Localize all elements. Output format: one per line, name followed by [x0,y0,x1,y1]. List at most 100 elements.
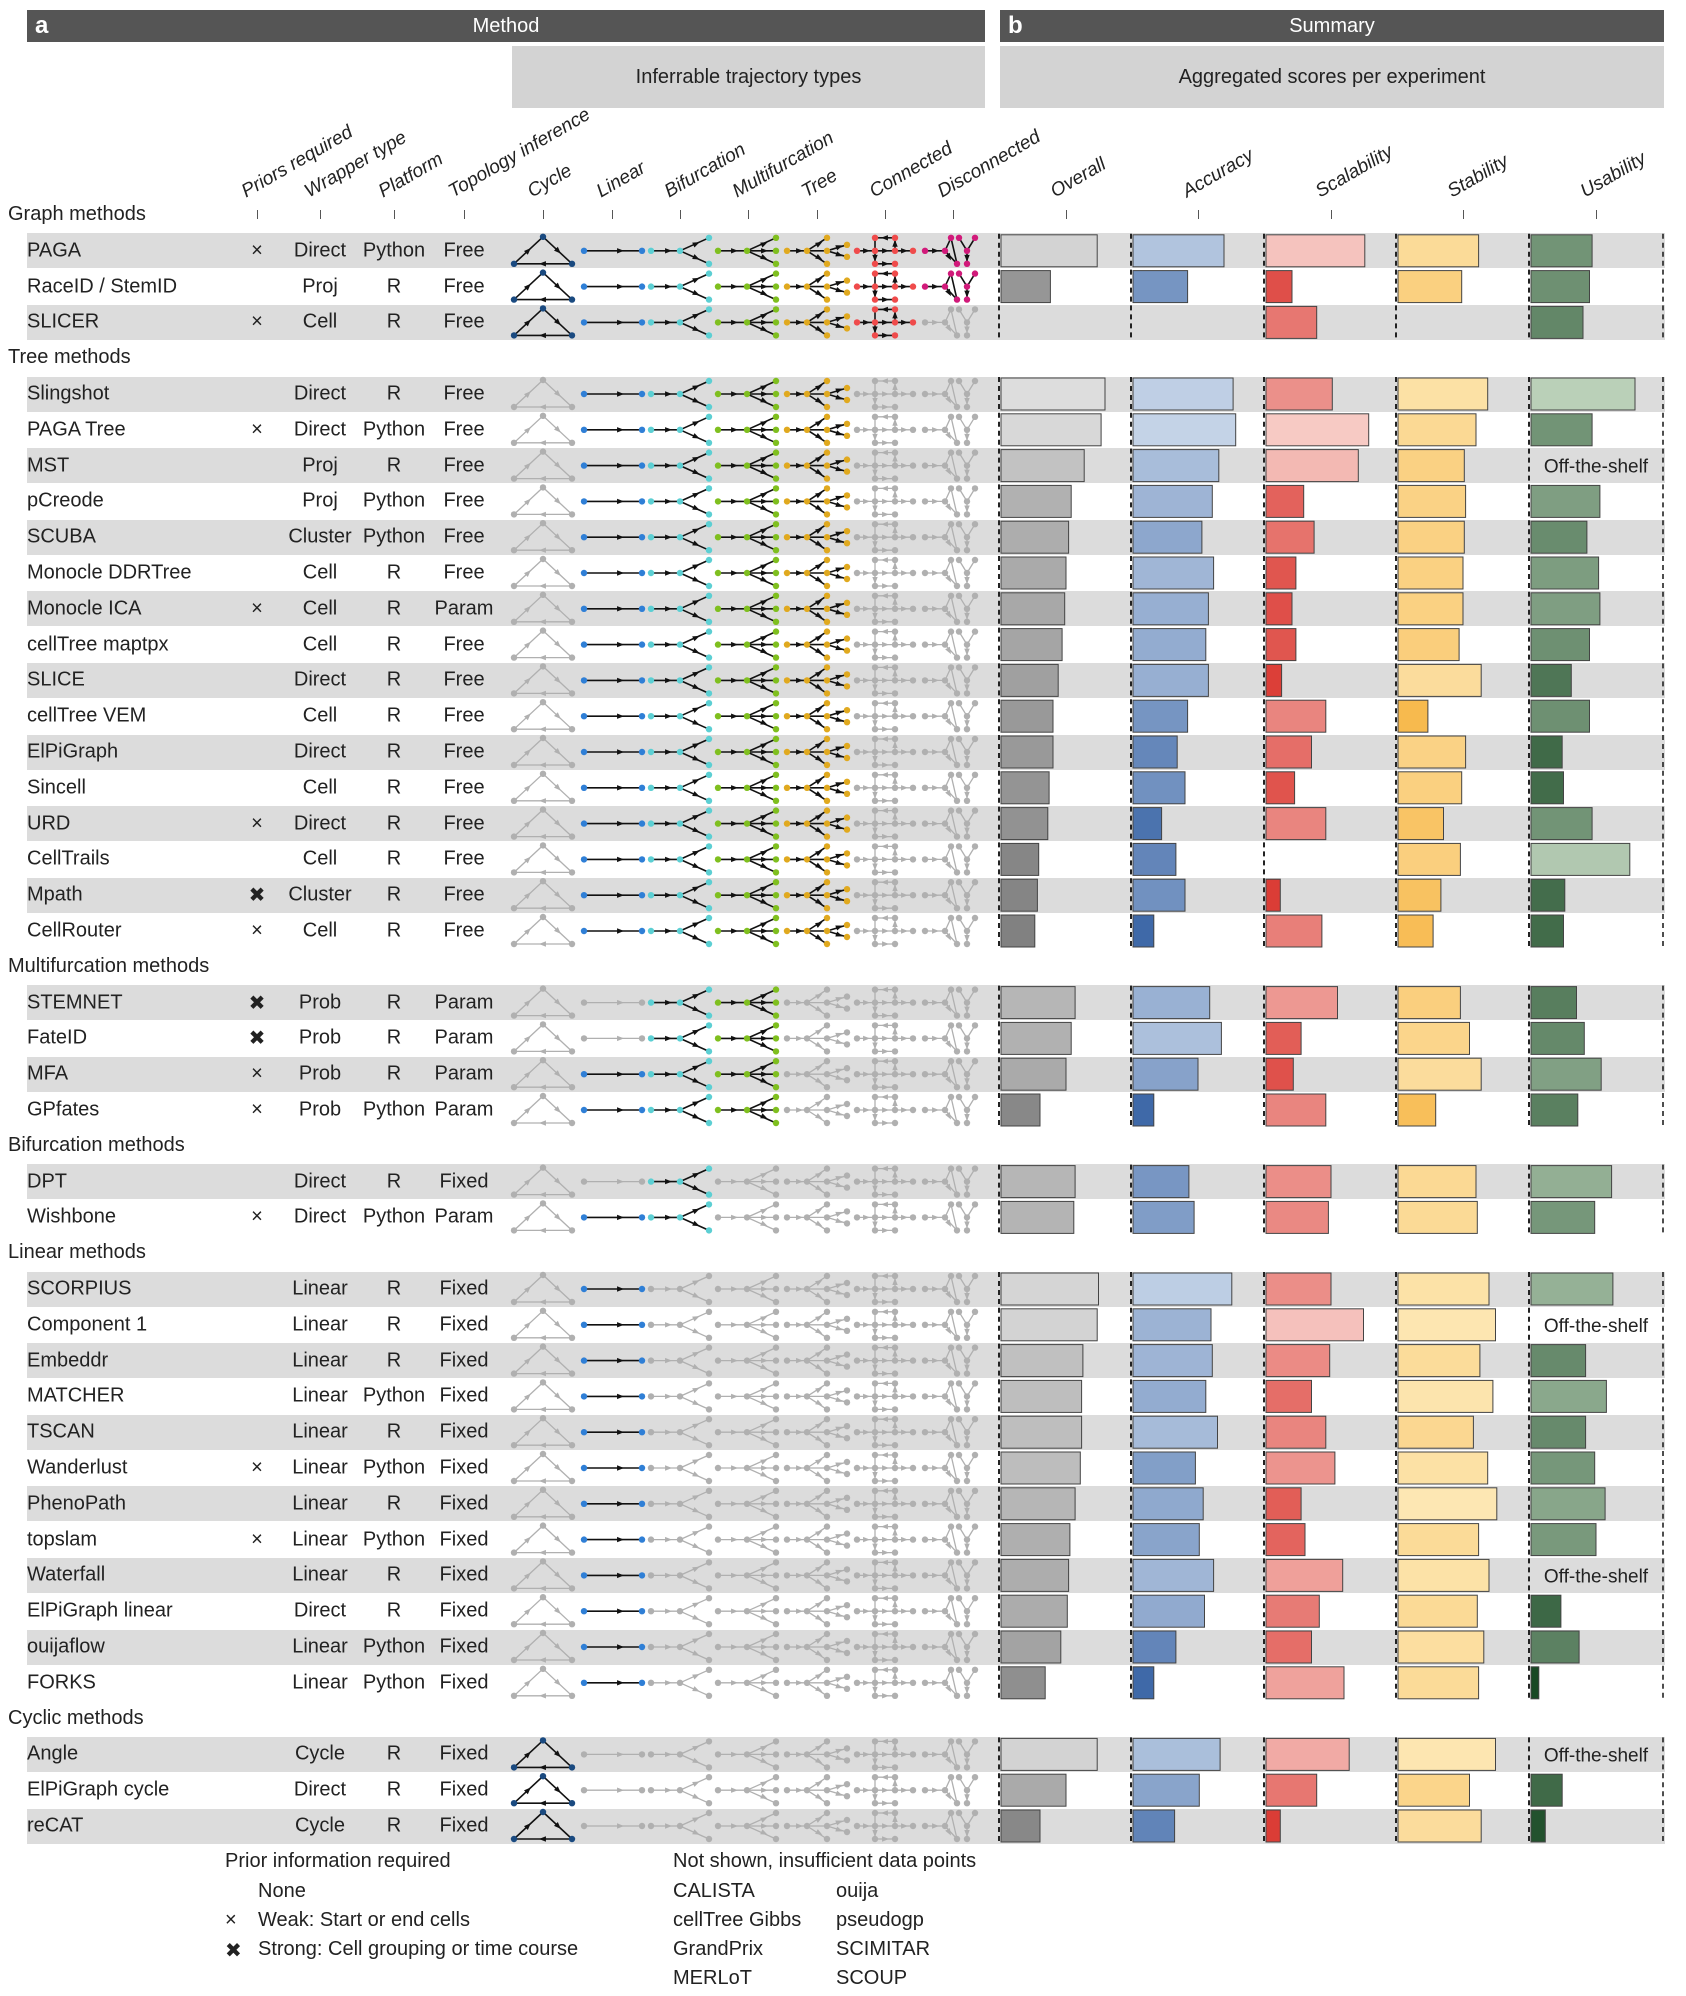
arrowhead [882,440,889,446]
edge [950,1741,958,1768]
arrowhead [815,934,823,940]
node [853,784,861,791]
arrowhead [881,270,888,277]
linear-trajectory-icon [580,892,646,899]
node [953,1084,961,1091]
node [714,927,722,935]
table-row [27,1414,1665,1450]
node [823,521,831,528]
arrowhead [617,1071,624,1077]
overall-bar [1000,1165,1076,1199]
node [772,1442,780,1449]
arrowhead [863,1035,870,1042]
multifurcation-trajectory-icon [714,1487,780,1521]
method-name: Sincell [27,776,86,799]
node [971,485,979,492]
arrowhead [882,869,889,876]
platform: R [386,1492,402,1515]
node [853,390,861,398]
strong-prior-icon: ✖ [248,992,266,1015]
arrowhead [892,1063,898,1071]
node [803,1608,811,1615]
arrowhead [524,1178,531,1186]
node [921,534,929,541]
arrowhead [945,1505,951,1514]
arrowhead [554,1535,561,1543]
platform: R [386,1349,402,1372]
node [823,1416,831,1423]
node [743,605,751,612]
topology-inference: Free [443,812,485,835]
stability-bar [1397,556,1464,590]
arrowhead [863,570,870,576]
linear-trajectory-icon [580,534,646,541]
node [963,1822,971,1830]
node [909,498,917,505]
node [823,582,831,590]
arrowhead [901,1608,908,1614]
node [963,1656,971,1664]
node [823,641,831,648]
node [853,856,861,863]
arrowhead [882,319,889,326]
node [568,1549,576,1556]
node [963,1393,971,1400]
arrowhead [539,475,546,482]
node [772,1513,780,1521]
arrowhead [901,391,908,397]
disconnected-trajectory-icon [921,556,979,590]
panel-a-letter: a [35,12,49,39]
node [743,247,751,254]
node [921,1393,929,1400]
arrowhead [796,462,803,469]
cycle-trajectory-icon [510,555,576,590]
arrowhead [731,1322,738,1328]
node [783,927,791,935]
node [891,1523,899,1530]
arrowhead [892,1457,898,1464]
node [871,1585,879,1592]
platform: Python [362,1098,426,1121]
tree-trajectory-icon [783,449,851,482]
node [743,498,751,505]
node [953,1835,961,1843]
node [714,1608,722,1615]
arrowhead [524,1035,531,1043]
node [871,1429,879,1436]
arrowhead [539,1514,546,1520]
arrowhead [554,1571,561,1579]
platform: Python [362,1384,426,1407]
node [772,1751,780,1758]
node [963,1477,971,1485]
node [941,1751,949,1758]
arrowhead [554,927,561,934]
arrowhead [760,1113,768,1119]
node [853,1106,861,1114]
node [871,1800,879,1807]
node [823,664,831,671]
node [843,1208,851,1215]
node [971,1809,979,1817]
node [891,260,899,267]
arrowhead [872,1472,878,1479]
arrowhead [863,283,870,290]
wrapper-type: Direct [293,1778,347,1801]
arrowhead [761,785,768,791]
node [955,556,963,564]
arrowhead [835,1110,843,1116]
arrowhead [932,999,939,1006]
node [971,1344,979,1351]
overall-bar [1000,556,1067,590]
arrowhead [863,1787,870,1793]
node [510,905,518,912]
arrowhead [815,385,823,391]
node [891,869,899,876]
node [676,1106,684,1114]
arrowhead [964,1686,970,1694]
wrapper-type: Prob [298,1062,342,1085]
node [568,511,576,518]
arrowhead [539,1836,546,1842]
arrowhead [760,1292,768,1298]
node [705,1012,713,1019]
node [772,1214,780,1221]
